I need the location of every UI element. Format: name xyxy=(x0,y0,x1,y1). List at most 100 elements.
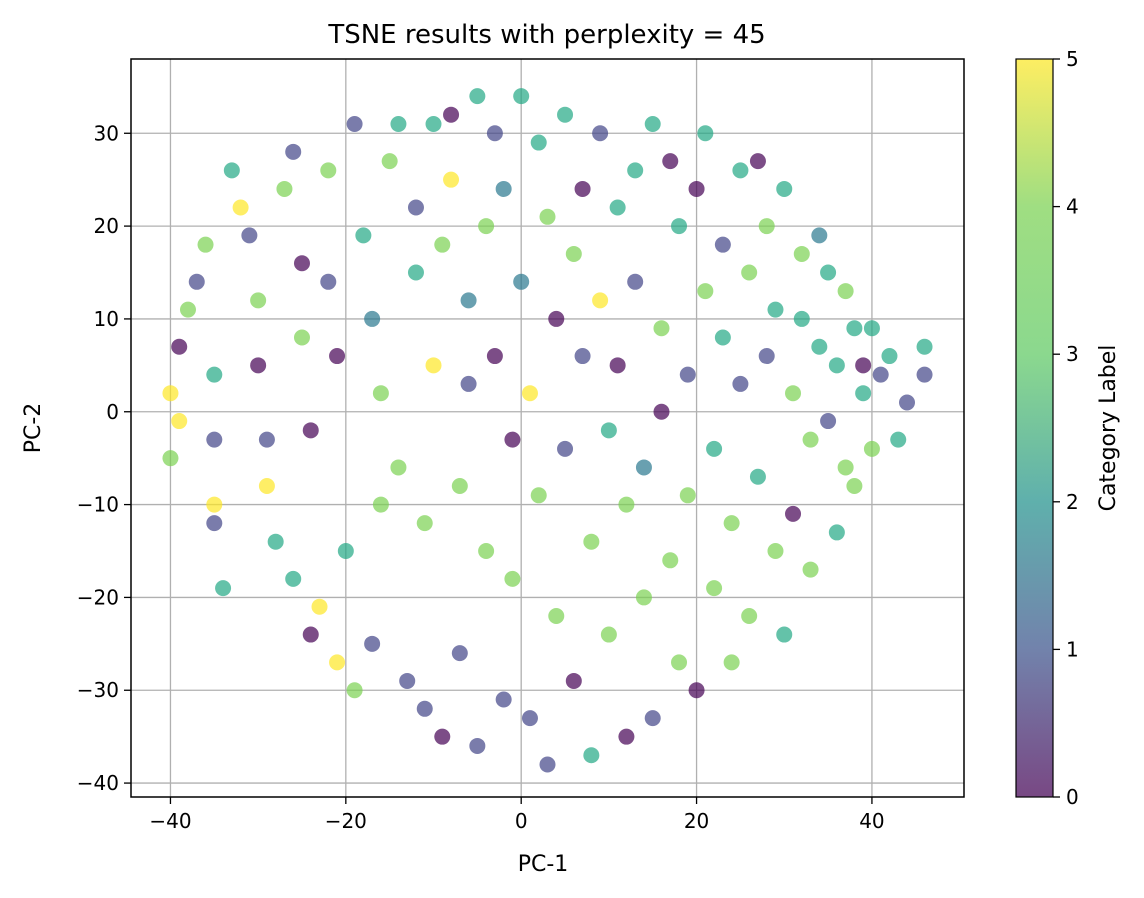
data-point xyxy=(478,543,495,559)
colorbar xyxy=(1016,59,1053,797)
colorbar-tick-label: 3 xyxy=(1066,342,1079,366)
data-point xyxy=(521,710,538,727)
data-point xyxy=(635,589,652,606)
data-point xyxy=(557,106,574,123)
y-tick-label: −20 xyxy=(77,585,119,609)
data-point xyxy=(855,357,872,374)
data-point xyxy=(258,478,275,495)
y-tick-label: 10 xyxy=(94,307,119,331)
data-point xyxy=(407,264,424,281)
data-point xyxy=(364,635,381,652)
data-point xyxy=(802,431,819,448)
colorbar-axis: 0 1 2 3 4 5 xyxy=(1053,47,1079,809)
data-point xyxy=(162,385,179,402)
data-point xyxy=(355,227,372,244)
data-point xyxy=(504,570,521,587)
data-point xyxy=(644,710,661,727)
data-point xyxy=(627,273,644,290)
data-point xyxy=(635,459,652,476)
data-point xyxy=(846,478,863,495)
data-point xyxy=(741,607,758,624)
data-point xyxy=(197,236,214,253)
data-point xyxy=(329,348,346,365)
data-point xyxy=(837,283,854,300)
y-axis: −40 −30 −20 −10 0 10 20 30 xyxy=(77,121,131,795)
data-point xyxy=(583,533,600,550)
data-point xyxy=(583,747,600,764)
data-point xyxy=(443,171,460,188)
data-point xyxy=(276,180,293,197)
data-point xyxy=(776,180,793,197)
data-point xyxy=(811,227,828,244)
data-point xyxy=(618,728,635,745)
data-point xyxy=(390,459,407,476)
y-tick-label: −40 xyxy=(77,771,119,795)
data-point xyxy=(627,162,644,179)
data-point xyxy=(706,580,723,597)
data-point xyxy=(548,310,565,327)
data-point xyxy=(732,162,749,179)
data-point xyxy=(776,626,793,643)
data-point xyxy=(863,320,880,337)
data-point xyxy=(723,515,740,532)
data-point xyxy=(662,153,679,170)
data-point xyxy=(820,264,837,281)
data-point xyxy=(697,283,714,300)
data-point xyxy=(390,115,407,132)
data-point xyxy=(855,385,872,402)
data-point xyxy=(451,645,468,662)
data-point xyxy=(820,413,837,430)
data-point xyxy=(609,357,626,374)
data-point xyxy=(653,320,670,337)
data-point xyxy=(548,607,565,624)
colorbar-frame xyxy=(1015,58,1054,798)
colorbar-tick-label: 4 xyxy=(1066,195,1079,219)
colorbar-tick-label: 2 xyxy=(1066,490,1079,514)
data-points xyxy=(162,88,933,773)
data-point xyxy=(574,180,591,197)
data-point xyxy=(372,496,389,513)
data-point xyxy=(206,496,223,513)
y-tick-label: 30 xyxy=(94,121,119,145)
data-point xyxy=(329,654,346,671)
y-axis-label: PC-2 xyxy=(21,403,46,454)
data-point xyxy=(223,162,240,179)
data-point xyxy=(346,682,363,699)
data-point xyxy=(539,208,556,225)
data-point xyxy=(241,227,258,244)
data-point xyxy=(425,115,442,132)
data-point xyxy=(486,125,503,142)
data-point xyxy=(258,431,275,448)
data-point xyxy=(732,375,749,392)
data-point xyxy=(434,728,451,745)
data-point xyxy=(513,88,530,105)
data-point xyxy=(688,682,705,699)
data-point xyxy=(407,199,424,216)
data-point xyxy=(828,524,845,541)
data-point xyxy=(206,431,223,448)
data-point xyxy=(837,459,854,476)
data-point xyxy=(513,273,530,290)
data-point xyxy=(741,264,758,281)
data-point xyxy=(285,570,302,587)
data-point xyxy=(828,357,845,374)
data-point xyxy=(793,245,810,262)
data-point xyxy=(399,672,416,689)
data-point xyxy=(460,292,477,309)
data-point xyxy=(206,366,223,383)
data-point xyxy=(337,543,354,559)
data-point xyxy=(846,320,863,337)
data-point xyxy=(381,153,398,170)
data-point xyxy=(653,403,670,420)
data-point xyxy=(425,357,442,374)
data-point xyxy=(293,329,310,346)
y-tick-label: −30 xyxy=(77,678,119,702)
colorbar-tick-label: 0 xyxy=(1066,785,1079,809)
x-tick-label: 40 xyxy=(859,809,884,833)
data-point xyxy=(793,310,810,327)
data-point xyxy=(162,450,179,467)
data-point xyxy=(890,431,907,448)
data-point xyxy=(188,273,205,290)
data-point xyxy=(486,348,503,365)
data-point xyxy=(644,115,661,132)
